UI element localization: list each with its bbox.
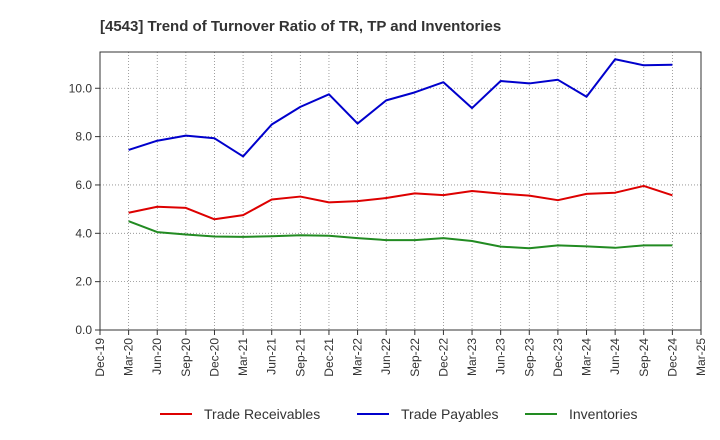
x-tick-label: Mar-21 (236, 338, 250, 376)
x-tick-label: Dec-23 (551, 338, 565, 377)
x-tick-label: Sep-21 (293, 338, 307, 377)
x-tick-label: Jun-22 (379, 338, 393, 375)
chart-title: [4543] Trend of Turnover Ratio of TR, TP… (100, 18, 501, 35)
legend-label-trade-receivables: Trade Receivables (204, 406, 320, 422)
x-tick-label: Sep-22 (408, 338, 422, 377)
x-tick-label: Mar-24 (580, 338, 594, 376)
legend-label-trade-payables: Trade Payables (401, 406, 499, 422)
x-tick-label: Mar-23 (465, 338, 479, 376)
x-tick-label: Dec-19 (93, 338, 107, 377)
plot-frame (99, 51, 702, 331)
x-tick-label: Dec-21 (322, 338, 336, 377)
y-tick-label: 10.0 (69, 81, 93, 95)
x-tick-label: Jun-20 (150, 338, 164, 375)
x-tick-label: Sep-24 (637, 338, 651, 377)
x-tick-label: Dec-20 (207, 338, 221, 377)
x-tick-label: Sep-20 (179, 338, 193, 377)
y-tick-label: 4.0 (75, 226, 92, 240)
x-tick-label: Mar-20 (122, 338, 136, 376)
y-tick-label: 0.0 (75, 323, 92, 337)
series-line-trade-receivables (128, 184, 673, 221)
x-tick-label: Jun-23 (494, 338, 508, 375)
x-tick-label: Dec-22 (436, 338, 450, 377)
y-tick-label: 6.0 (75, 178, 92, 192)
legend-label-inventories: Inventories (569, 406, 637, 422)
y-tick-label: 2.0 (75, 275, 92, 289)
x-tick-label: Mar-22 (351, 338, 365, 376)
plot-area: 0.0 2.0 4.0 6.0 8.0 10.0 Dec-19 Mar-20 Jun-20 Sep… (69, 51, 708, 377)
x-tick-label: Dec-24 (665, 338, 679, 377)
x-tick-label: Jun-21 (265, 338, 279, 375)
x-tick-label: Mar-25 (694, 338, 708, 376)
series-line-trade-payables (128, 58, 673, 158)
series-line-inventories (128, 220, 673, 250)
y-tick-label: 8.0 (75, 130, 92, 144)
legend: Trade Receivables Trade Payables Inventori… (160, 406, 637, 422)
x-tick-label: Jun-24 (608, 338, 622, 375)
x-tick-label: Sep-23 (522, 338, 536, 377)
